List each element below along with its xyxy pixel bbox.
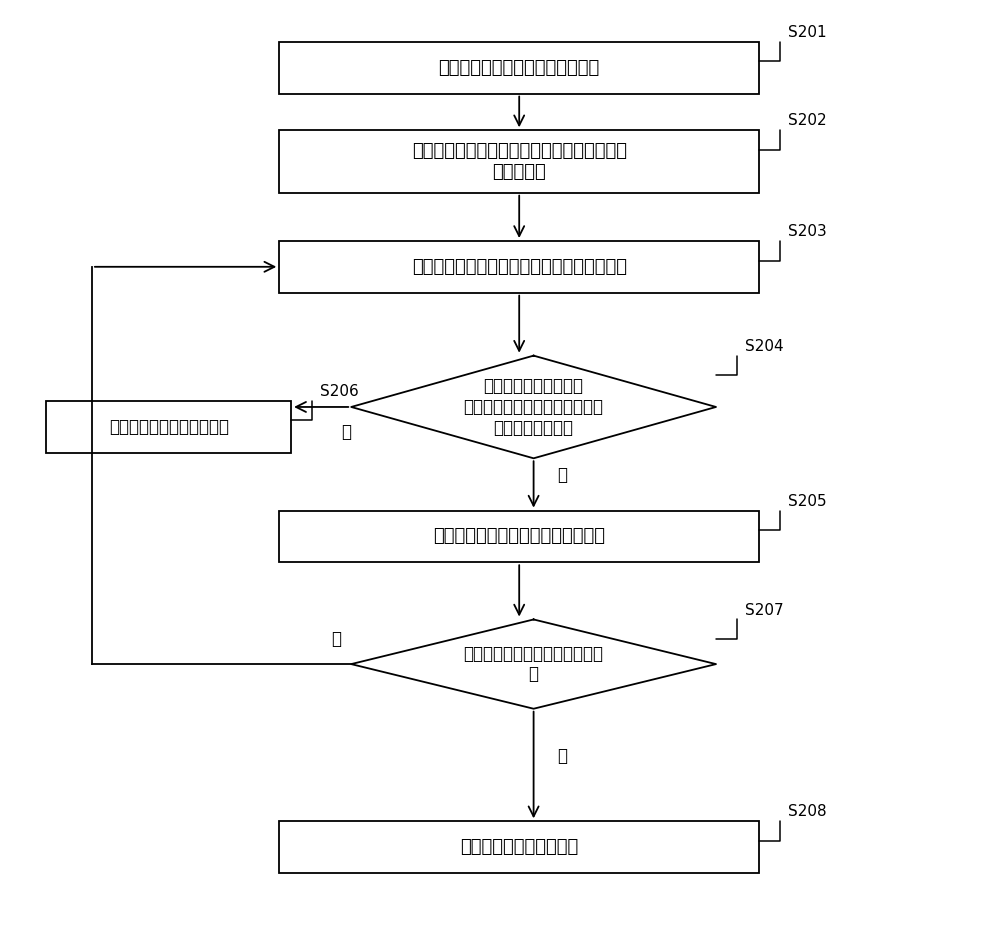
Text: S202: S202	[788, 113, 827, 128]
Text: 是: 是	[558, 747, 568, 765]
Text: 否: 否	[332, 630, 342, 648]
Text: 判断压缩机当前的吸气
过热度是否在预设时间内持续大
于等于过热度阈值: 判断压缩机当前的吸气 过热度是否在预设时间内持续大 于等于过热度阈值	[464, 378, 604, 437]
Text: 当检测出满足进入化霜条件时，控制空调器进
入化霜模式: 当检测出满足进入化霜条件时，控制空调器进 入化霜模式	[412, 142, 627, 180]
Text: S207: S207	[745, 603, 783, 618]
Text: 检测空调器是否满足进入化霜条件: 检测空调器是否满足进入化霜条件	[439, 59, 600, 76]
Text: 否: 否	[341, 423, 351, 441]
Text: S201: S201	[788, 25, 827, 40]
Text: 维持压缩机当前的运行频率: 维持压缩机当前的运行频率	[109, 418, 229, 435]
Text: S206: S206	[320, 384, 359, 399]
Text: S203: S203	[788, 224, 827, 239]
Bar	[279, 241, 759, 293]
Bar	[279, 821, 759, 873]
Bar	[279, 42, 759, 94]
Polygon shape	[351, 355, 716, 458]
Bar	[279, 511, 759, 563]
Text: 是: 是	[558, 467, 568, 485]
Text: 控制压缩机的运行频率升高预设频率: 控制压缩机的运行频率升高预设频率	[433, 527, 605, 545]
Bar	[46, 401, 291, 453]
Bar	[279, 130, 759, 193]
Polygon shape	[351, 619, 716, 709]
Text: 在化霜模式下，检测压缩机当前的吸气过热度: 在化霜模式下，检测压缩机当前的吸气过热度	[412, 258, 627, 276]
Text: S204: S204	[745, 339, 783, 353]
Text: 判断空调器是否满足化霜退出条
件: 判断空调器是否满足化霜退出条 件	[464, 644, 604, 684]
Text: S208: S208	[788, 804, 827, 819]
Text: S205: S205	[788, 494, 827, 509]
Text: 控制空调器退出化霜模式: 控制空调器退出化霜模式	[460, 838, 578, 857]
